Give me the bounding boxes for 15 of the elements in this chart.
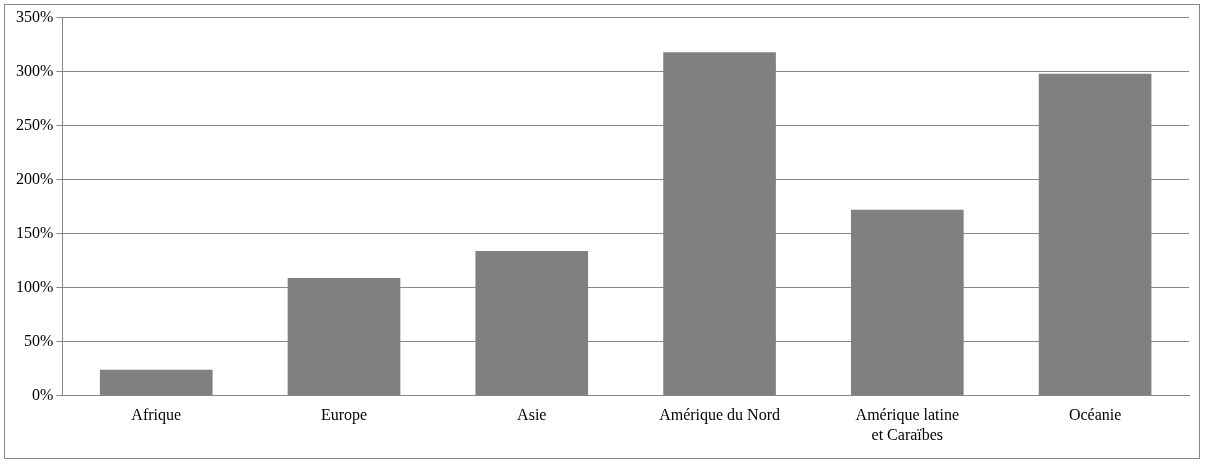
y-tick-label: 200% bbox=[16, 169, 54, 187]
x-tick-label: Europe bbox=[320, 406, 368, 425]
y-tick-label: 300% bbox=[16, 61, 54, 79]
y-tick-label: 0% bbox=[32, 385, 54, 403]
x-tick-label: Amérique du Nord bbox=[659, 406, 780, 425]
y-tick-label: 50% bbox=[24, 331, 54, 349]
y-tick-label: 150% bbox=[16, 223, 54, 241]
y-tick-label: 250% bbox=[16, 115, 54, 133]
x-tick-label: Océanie bbox=[1068, 406, 1122, 424]
x-tick-label: Amérique latine et Caraïbes bbox=[855, 406, 960, 443]
y-tick-label: 100% bbox=[16, 277, 54, 295]
x-tick-label: Afrique bbox=[131, 406, 182, 425]
bar bbox=[99, 369, 213, 396]
x-tick-label: Asie bbox=[517, 406, 547, 424]
y-tick-label: 350% bbox=[16, 7, 54, 25]
